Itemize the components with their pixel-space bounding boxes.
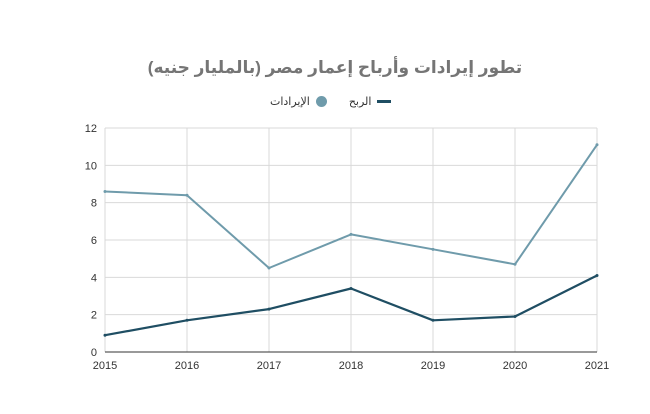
x-tick-label: 2016 <box>175 360 199 372</box>
data-point-revenue <box>595 143 599 147</box>
y-tick-label: 8 <box>91 198 97 210</box>
legend: الإيرادات الربح <box>270 95 392 108</box>
x-tick-label: 2018 <box>339 360 363 372</box>
legend-item-revenue: الإيرادات <box>270 95 327 108</box>
data-point-revenue <box>185 193 189 197</box>
legend-label-profit: الربح <box>348 96 372 108</box>
y-tick-label: 12 <box>85 123 97 135</box>
y-tick-label: 6 <box>91 235 97 247</box>
y-tick-label: 0 <box>91 347 97 359</box>
x-tick-label: 2017 <box>257 360 281 372</box>
y-tick-label: 4 <box>91 272 97 284</box>
x-tick-label: 2020 <box>503 360 527 372</box>
legend-marker-profit <box>377 100 392 103</box>
data-point-revenue <box>349 232 353 236</box>
data-point-revenue <box>267 266 271 270</box>
y-tick-label: 10 <box>85 160 97 172</box>
data-point-profit <box>185 318 189 322</box>
legend-marker-revenue <box>315 96 327 107</box>
x-tick-label: 2015 <box>93 360 117 372</box>
x-tick-label: 2021 <box>585 360 609 372</box>
data-point-profit <box>103 333 107 337</box>
legend-item-profit: الربح <box>349 95 392 108</box>
data-point-revenue <box>103 189 107 193</box>
chart-title: تطور إيرادات وأرباح إعمار مصر (بالمليار … <box>147 58 523 77</box>
data-point-revenue <box>431 247 435 251</box>
y-tick-label: 2 <box>91 310 97 322</box>
x-tick-label: 2019 <box>421 360 445 372</box>
x-axis-labels: 2015 2016 2017 2018 2019 2020 2021 <box>93 360 609 372</box>
data-point-profit <box>267 307 271 311</box>
grid-horizontal <box>105 127 597 353</box>
data-point-profit <box>595 273 599 277</box>
legend-label-revenue: الإيرادات <box>270 96 310 108</box>
y-axis-labels: 0 2 4 6 8 10 12 <box>85 123 97 359</box>
data-point-profit <box>513 315 517 319</box>
series-lines <box>103 143 599 337</box>
data-point-revenue <box>513 262 517 266</box>
data-point-profit <box>349 287 353 291</box>
data-point-profit <box>431 318 435 322</box>
